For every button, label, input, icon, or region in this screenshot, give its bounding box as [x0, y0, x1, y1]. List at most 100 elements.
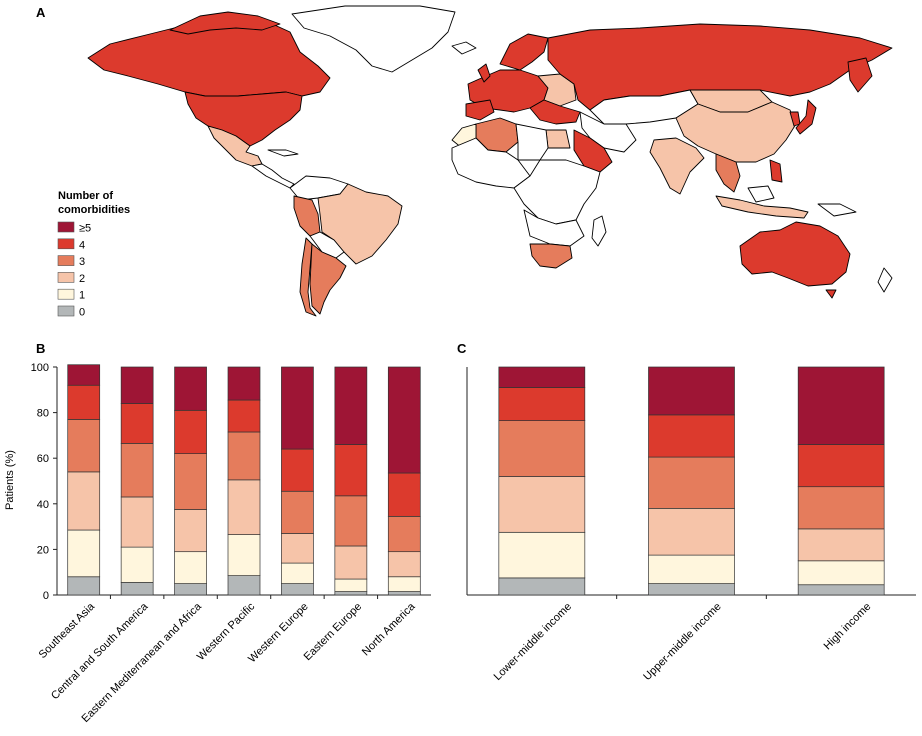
bar-segment	[227, 534, 261, 576]
bar-segment	[227, 431, 261, 481]
panel-label-b: B	[36, 341, 45, 356]
bar-segment	[334, 591, 368, 596]
bar-segment	[648, 456, 735, 509]
map-borneo	[747, 185, 775, 203]
map-southern-africa	[523, 209, 585, 247]
map-japan	[795, 99, 817, 135]
bar-segment	[387, 576, 421, 592]
map-uk	[477, 63, 491, 83]
bar-segment	[120, 496, 154, 548]
legend-label: 0	[79, 307, 85, 319]
bar-segment	[174, 409, 207, 454]
category-label: North America	[360, 600, 418, 658]
category-label: Central and South America	[49, 600, 151, 702]
map-balkans-turkey	[529, 99, 581, 125]
map-new-guinea	[817, 203, 857, 217]
bar-segment	[67, 364, 101, 386]
map-usa	[184, 91, 303, 147]
map-canada	[87, 19, 331, 97]
bar-segment	[648, 414, 735, 458]
y-axis-label: Patients (%)	[4, 450, 16, 510]
bar-segment	[281, 448, 314, 492]
bar-segment	[174, 551, 207, 584]
map-mexico	[207, 125, 263, 167]
map-south-africa	[529, 243, 573, 269]
bar-segment	[387, 551, 421, 578]
bar-segment	[67, 529, 101, 578]
map-indochina	[715, 153, 741, 193]
bar-segment	[227, 479, 261, 535]
legend-swatch	[57, 238, 75, 250]
legend-label: 3	[79, 256, 85, 268]
map-india	[649, 137, 705, 195]
bar-segment	[281, 533, 314, 564]
map-russia	[547, 23, 893, 111]
bar-segment	[281, 562, 314, 584]
legend-swatch	[57, 272, 75, 283]
bar-segment	[648, 508, 735, 556]
map-iceland	[451, 41, 477, 55]
bar-segment	[797, 486, 885, 530]
bar-segment	[797, 560, 885, 586]
legend-label: ≥5	[79, 223, 91, 235]
legend-swatch	[57, 305, 75, 317]
y-tick-label: 0	[43, 590, 49, 602]
map-kamchatka	[847, 57, 873, 93]
bar-segment	[387, 366, 421, 474]
bar-segment	[387, 591, 421, 596]
legend-swatch	[57, 255, 75, 266]
category-label: Eastern Mediterranean and Africa	[80, 600, 205, 725]
map-brazil	[317, 183, 403, 265]
bar-segment	[67, 384, 101, 420]
bar-segment	[387, 515, 421, 553]
map-legend: Number of comorbidities ≥5 4 3 2 1 0	[57, 190, 130, 319]
map-iberia	[465, 99, 495, 121]
map-peru	[293, 195, 321, 237]
map-saudi-arabia	[573, 129, 613, 173]
map-north-africa	[515, 123, 549, 161]
legend-label: 2	[79, 273, 85, 285]
bar-segment	[797, 584, 885, 596]
bar-segment	[797, 366, 885, 445]
map-philippines	[769, 159, 783, 183]
map-greenland	[291, 5, 456, 73]
y-tick-label: 80	[37, 408, 49, 420]
bar-segment	[334, 578, 368, 592]
bar-segment	[498, 420, 586, 477]
map-indonesia	[715, 195, 809, 219]
category-label: Lower-middle income	[492, 601, 574, 683]
map-tasmania	[825, 289, 837, 299]
panel-label-a: A	[36, 5, 46, 20]
bar-segment	[498, 387, 586, 421]
legend-title-line2: comorbidities	[58, 204, 130, 216]
legend-swatch	[57, 288, 75, 300]
bar-segment	[334, 444, 368, 497]
bar-segment	[387, 472, 421, 517]
bar-segment	[120, 443, 154, 498]
category-label: Eastern Europe	[302, 601, 365, 664]
bar-segment	[648, 554, 735, 584]
bar-segment	[281, 366, 314, 450]
bar-segment	[498, 366, 586, 388]
bar-segment	[67, 419, 101, 473]
bar-segment	[498, 577, 586, 596]
bar-segment	[120, 546, 154, 583]
bar-segment	[120, 403, 154, 444]
bar-segment	[120, 582, 154, 596]
category-label: Southeast Asia	[37, 600, 98, 661]
bar-segment	[174, 509, 207, 553]
bar-segment	[498, 476, 586, 533]
map-china	[675, 101, 797, 163]
bar-segment	[281, 583, 314, 596]
y-tick-label: 40	[37, 499, 49, 511]
category-label: High income	[822, 601, 874, 653]
bar-segment	[281, 490, 314, 534]
map-arctic-islands	[169, 11, 281, 35]
map-new-zealand	[877, 267, 893, 293]
bar-segment	[227, 366, 261, 401]
bar-segment	[498, 531, 586, 579]
bar-segment	[797, 528, 885, 562]
bar-segment	[120, 366, 154, 404]
